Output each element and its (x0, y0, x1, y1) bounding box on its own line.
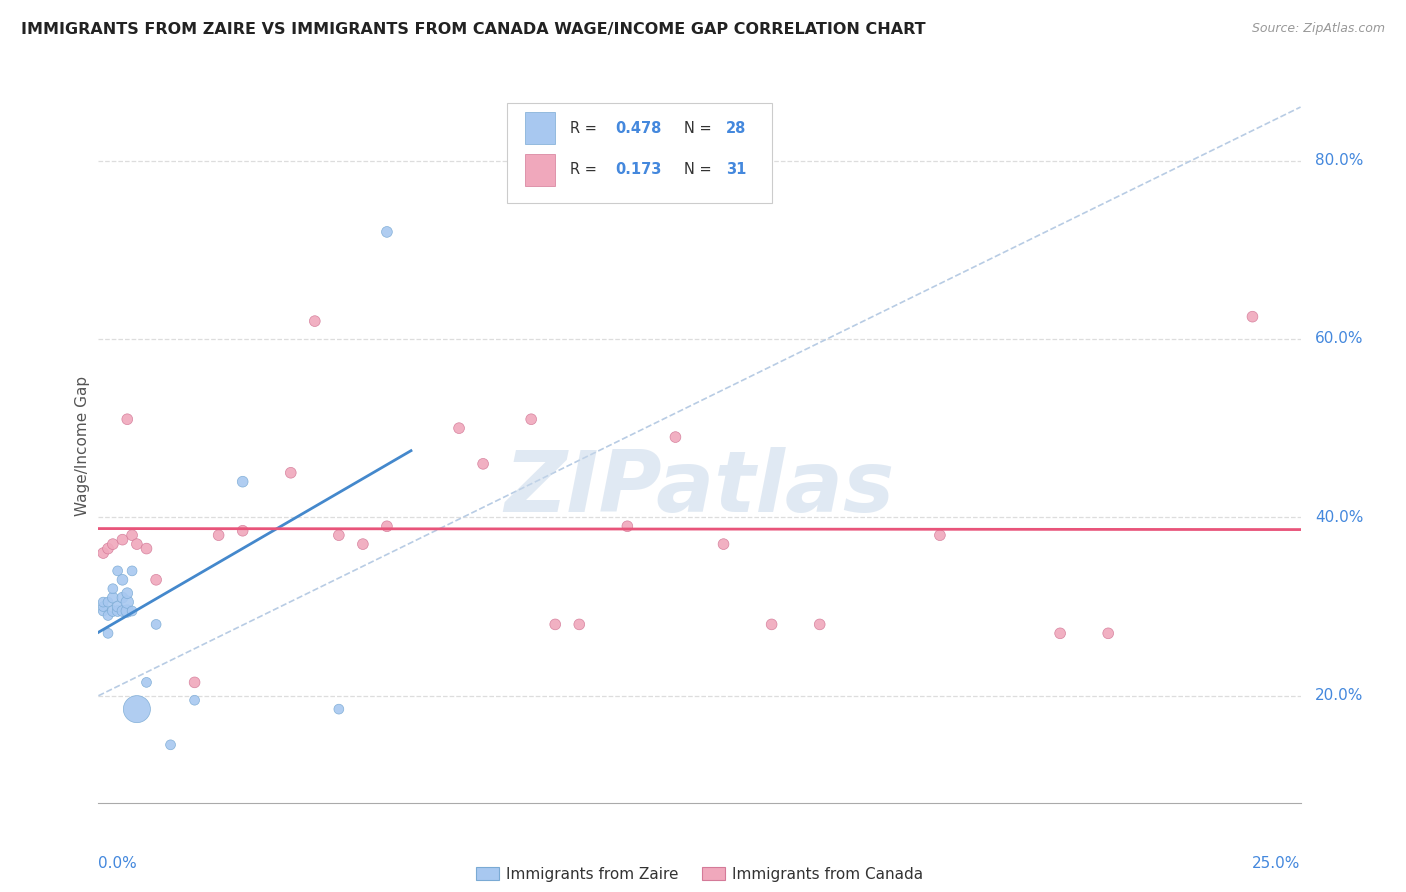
Point (111, 604, 134, 618)
Point (544, 617, 567, 632)
Point (111, 591, 134, 605)
Text: 0.478: 0.478 (616, 120, 662, 136)
Point (183, 675, 205, 690)
Point (159, 738, 181, 752)
Point (125, 537, 148, 551)
Point (97, 595, 120, 609)
Legend: Immigrants from Zaire, Immigrants from Canada: Immigrants from Zaire, Immigrants from C… (470, 861, 929, 888)
Point (208, 528, 231, 542)
Point (101, 591, 124, 605)
Point (520, 412, 543, 426)
Text: ZIPatlas: ZIPatlas (505, 447, 894, 531)
Point (328, 528, 350, 542)
Point (97, 608, 120, 623)
FancyBboxPatch shape (508, 103, 772, 203)
Point (97, 541, 120, 556)
Point (111, 533, 134, 547)
Point (121, 528, 143, 542)
Point (107, 604, 129, 618)
Text: R =: R = (569, 120, 602, 136)
Point (232, 475, 254, 489)
Point (91, 599, 114, 614)
Text: R =: R = (569, 162, 606, 178)
Point (101, 537, 124, 551)
Bar (526, 153, 555, 186)
Point (761, 617, 783, 632)
Point (280, 466, 302, 480)
Point (328, 702, 350, 716)
Point (107, 564, 129, 578)
Y-axis label: Wage/Income Gap: Wage/Income Gap (75, 376, 90, 516)
Point (1097, 626, 1119, 640)
Text: 28: 28 (725, 120, 747, 136)
Point (121, 564, 143, 578)
Point (447, 421, 470, 435)
Bar (526, 112, 555, 145)
Point (91, 604, 114, 618)
Point (101, 582, 124, 596)
Point (713, 537, 735, 551)
Text: IMMIGRANTS FROM ZAIRE VS IMMIGRANTS FROM CANADA WAGE/INCOME GAP CORRELATION CHAR: IMMIGRANTS FROM ZAIRE VS IMMIGRANTS FROM… (21, 22, 925, 37)
Text: 80.0%: 80.0% (1315, 153, 1364, 168)
Point (375, 519, 398, 533)
Point (1049, 626, 1071, 640)
Text: 25.0%: 25.0% (1253, 856, 1301, 871)
Point (91, 595, 114, 609)
Text: 0.173: 0.173 (616, 162, 662, 178)
Text: Source: ZipAtlas.com: Source: ZipAtlas.com (1251, 22, 1385, 36)
Point (121, 604, 143, 618)
Point (117, 595, 139, 609)
Point (117, 604, 139, 618)
Point (145, 573, 167, 587)
Point (352, 537, 374, 551)
Text: 40.0%: 40.0% (1315, 510, 1364, 524)
Point (117, 412, 139, 426)
Text: 31: 31 (725, 162, 747, 178)
Text: 20.0%: 20.0% (1315, 689, 1364, 703)
Text: N =: N = (683, 162, 716, 178)
Point (375, 225, 398, 239)
Point (135, 541, 157, 556)
Point (232, 524, 254, 538)
Point (183, 693, 205, 707)
Point (145, 617, 167, 632)
Point (111, 573, 134, 587)
Text: 60.0%: 60.0% (1315, 332, 1364, 346)
Point (616, 519, 638, 533)
Point (97, 626, 120, 640)
Point (472, 457, 495, 471)
Point (135, 675, 157, 690)
Text: 0.0%: 0.0% (98, 856, 138, 871)
Text: N =: N = (683, 120, 716, 136)
Point (808, 617, 831, 632)
Point (125, 702, 148, 716)
Point (1241, 310, 1264, 324)
Point (117, 586, 139, 600)
Point (664, 430, 686, 444)
Point (304, 314, 326, 328)
Point (928, 528, 950, 542)
Point (91, 546, 114, 560)
Point (568, 617, 591, 632)
Point (107, 599, 129, 614)
Point (101, 604, 124, 618)
